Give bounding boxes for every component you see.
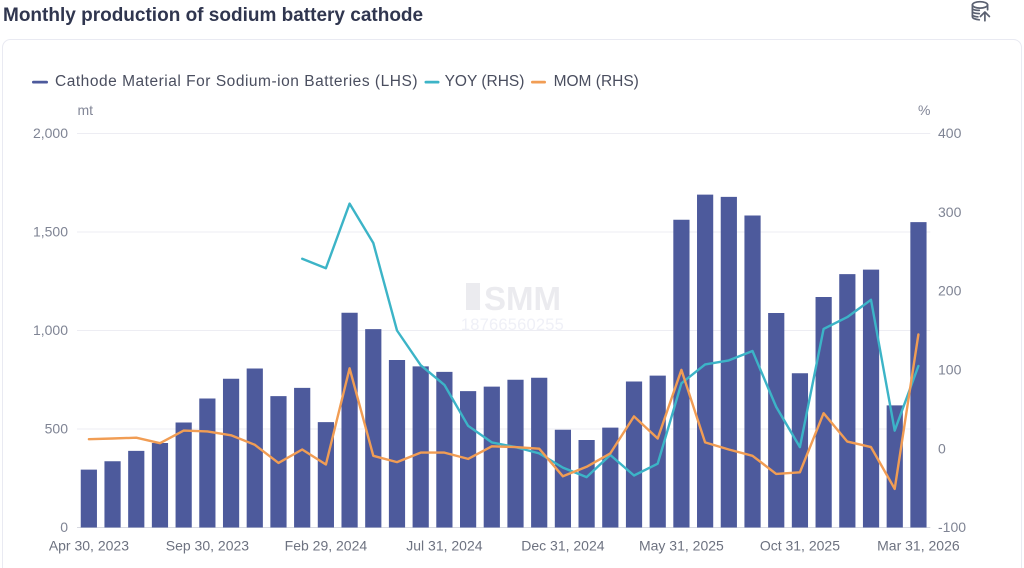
svg-text:100: 100 [938, 362, 962, 378]
svg-text:Monthly production of sodium b: Monthly production of sodium battery cat… [3, 5, 423, 26]
svg-text:0: 0 [938, 440, 946, 456]
svg-text:Apr 30, 2023: Apr 30, 2023 [49, 538, 129, 554]
svg-text:1,000: 1,000 [33, 322, 68, 338]
svg-text:Jul 31, 2024: Jul 31, 2024 [406, 538, 482, 554]
svg-text:mt: mt [78, 102, 94, 118]
svg-text:300: 300 [938, 204, 962, 220]
svg-text:MOM (RHS): MOM (RHS) [554, 73, 639, 90]
svg-text:400: 400 [938, 125, 962, 141]
svg-text:1,500: 1,500 [33, 224, 68, 240]
svg-text:-100: -100 [938, 519, 966, 535]
svg-text:YOY (RHS): YOY (RHS) [445, 73, 525, 90]
svg-text:Dec 31, 2024: Dec 31, 2024 [521, 538, 604, 554]
svg-text:200: 200 [938, 283, 962, 299]
svg-text:Cathode Material For Sodium-io: Cathode Material For Sodium-ion Batterie… [55, 73, 418, 90]
svg-text:Oct 31, 2025: Oct 31, 2025 [760, 538, 840, 554]
svg-text:%: % [918, 102, 930, 118]
svg-text:SMM: SMM [484, 280, 561, 317]
svg-text:2,000: 2,000 [33, 125, 68, 141]
svg-text:0: 0 [60, 519, 68, 535]
svg-text:500: 500 [45, 421, 69, 437]
svg-text:Feb 29, 2024: Feb 29, 2024 [285, 538, 368, 554]
svg-text:Sep 30, 2023: Sep 30, 2023 [166, 538, 250, 554]
svg-text:May 31, 2025: May 31, 2025 [639, 538, 724, 554]
svg-text:Mar 31, 2026: Mar 31, 2026 [877, 538, 960, 554]
svg-text:18766560255: 18766560255 [461, 316, 564, 334]
